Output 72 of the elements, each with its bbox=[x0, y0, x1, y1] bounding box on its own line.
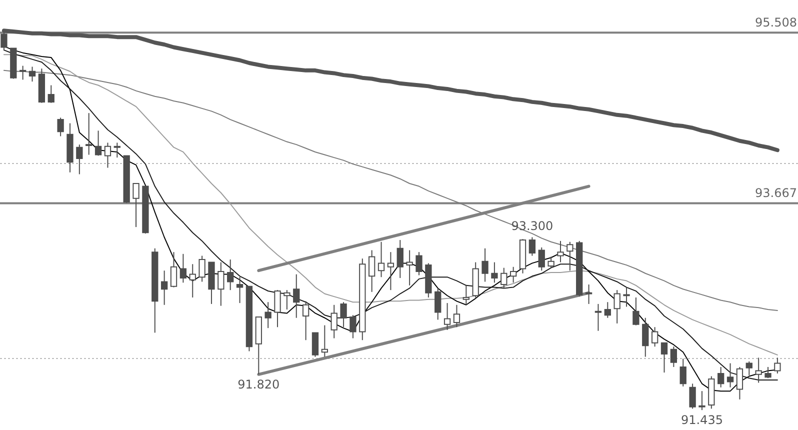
candlestick bbox=[604, 302, 611, 318]
candlestick bbox=[774, 357, 781, 374]
candlestick bbox=[746, 360, 752, 376]
candlestick bbox=[94, 130, 102, 156]
candlestick bbox=[718, 366, 724, 388]
candlestick bbox=[632, 296, 640, 326]
candlestick bbox=[406, 250, 413, 286]
candlestick bbox=[321, 324, 328, 358]
candlestick bbox=[350, 314, 356, 339]
candlestick bbox=[160, 270, 168, 306]
candlestick bbox=[538, 246, 545, 272]
candlestick bbox=[566, 241, 574, 272]
candlestick bbox=[104, 142, 112, 168]
candlestick bbox=[76, 144, 83, 175]
candlestick bbox=[680, 358, 686, 387]
candlestick bbox=[48, 84, 54, 104]
candlestick bbox=[462, 284, 470, 306]
candlestick bbox=[585, 284, 592, 304]
candlestick bbox=[528, 236, 536, 256]
candlestick bbox=[557, 240, 564, 263]
candlestick bbox=[330, 304, 338, 339]
candlestick bbox=[726, 362, 734, 388]
candlestick bbox=[198, 255, 206, 282]
candlestick bbox=[387, 252, 394, 291]
candlestick bbox=[510, 266, 517, 284]
candlestick bbox=[284, 290, 290, 310]
candlestick bbox=[274, 290, 281, 328]
candlestick bbox=[170, 252, 178, 288]
annotation: 91.435 bbox=[680, 413, 723, 428]
candlestick bbox=[444, 302, 451, 330]
candlestick bbox=[453, 304, 460, 328]
candlestick bbox=[57, 117, 64, 137]
candlestick bbox=[264, 302, 272, 329]
candlestick bbox=[293, 274, 300, 318]
candlestick bbox=[623, 286, 630, 308]
candlestick bbox=[132, 182, 140, 228]
candlestick bbox=[698, 390, 706, 411]
annotation: 93.300 bbox=[511, 219, 554, 234]
candlestick bbox=[368, 250, 376, 292]
candlestick bbox=[340, 302, 347, 328]
candlestick bbox=[755, 357, 762, 384]
candlestick bbox=[491, 262, 498, 284]
candlestick bbox=[180, 253, 187, 284]
candlestick bbox=[594, 303, 602, 332]
candlestick bbox=[302, 300, 310, 341]
candlestick bbox=[86, 112, 92, 156]
candlestick bbox=[378, 241, 385, 278]
candlestick bbox=[651, 326, 658, 348]
candlestick bbox=[114, 142, 120, 158]
annotation: 91.820 bbox=[238, 377, 280, 392]
candlestick bbox=[218, 262, 224, 306]
ref-line-label: 93.667 bbox=[755, 186, 797, 200]
candlestick bbox=[236, 276, 244, 304]
candlestick bbox=[482, 248, 488, 282]
candlestick bbox=[614, 290, 620, 324]
candlestick bbox=[660, 342, 668, 374]
candlestick bbox=[28, 66, 36, 82]
candlestick bbox=[642, 317, 649, 358]
ref-line-label: 95.508 bbox=[755, 16, 797, 30]
candlestick bbox=[227, 258, 234, 291]
candlestick bbox=[670, 346, 678, 368]
candlestick bbox=[764, 366, 772, 379]
candlestick bbox=[434, 288, 442, 320]
candlestick bbox=[500, 267, 508, 289]
candlestick bbox=[416, 252, 422, 276]
candlestick bbox=[189, 264, 196, 298]
candlestick bbox=[689, 383, 696, 410]
candlestick bbox=[548, 256, 554, 268]
candlestick bbox=[736, 366, 744, 400]
candlestick bbox=[312, 332, 319, 358]
candlestick bbox=[19, 65, 26, 80]
candlestick bbox=[396, 240, 404, 279]
